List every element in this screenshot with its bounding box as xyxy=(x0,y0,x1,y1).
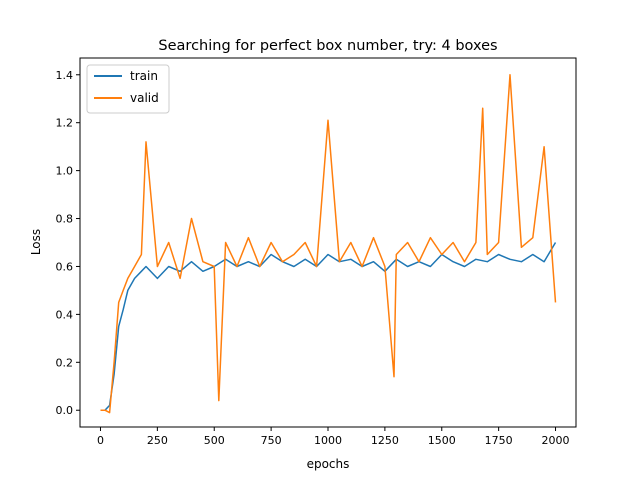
y-axis-label: Loss xyxy=(29,229,43,255)
series-line-train xyxy=(100,242,557,411)
y-tick-label: 0.0 xyxy=(56,404,74,417)
y-tick-label: 0.6 xyxy=(56,260,74,273)
y-axis-ticks: 0.0 0.2 0.4 0.6 0.8 1.0 1.2 1.4 xyxy=(56,69,80,417)
x-tick-label: 1500 xyxy=(428,434,456,447)
x-tick-label: 1000 xyxy=(314,434,342,447)
x-tick-label: 250 xyxy=(147,434,168,447)
series-line-valid xyxy=(100,74,557,414)
y-tick-label: 0.2 xyxy=(56,356,74,369)
x-tick-label: 750 xyxy=(261,434,282,447)
x-tick-label: 2000 xyxy=(542,434,570,447)
plot-lines xyxy=(100,74,557,414)
x-tick-label: 1750 xyxy=(485,434,513,447)
legend-train-label: train xyxy=(130,69,158,83)
chart-title: Searching for perfect box number, try: 4… xyxy=(158,38,497,54)
x-axis-ticks: 0 250 500 750 1000 1250 1500 1750 2000 xyxy=(97,427,570,447)
y-tick-label: 0.8 xyxy=(56,213,74,226)
y-tick-label: 1.0 xyxy=(56,165,74,178)
x-tick-label: 0 xyxy=(97,434,104,447)
legend: train valid xyxy=(86,64,170,114)
x-axis-label: epochs xyxy=(307,457,350,471)
y-tick-label: 1.2 xyxy=(56,117,74,130)
legend-valid-label: valid xyxy=(130,91,159,105)
y-tick-label: 0.4 xyxy=(56,308,74,321)
x-tick-label: 1250 xyxy=(371,434,399,447)
x-tick-label: 500 xyxy=(204,434,225,447)
y-tick-label: 1.4 xyxy=(56,69,74,82)
